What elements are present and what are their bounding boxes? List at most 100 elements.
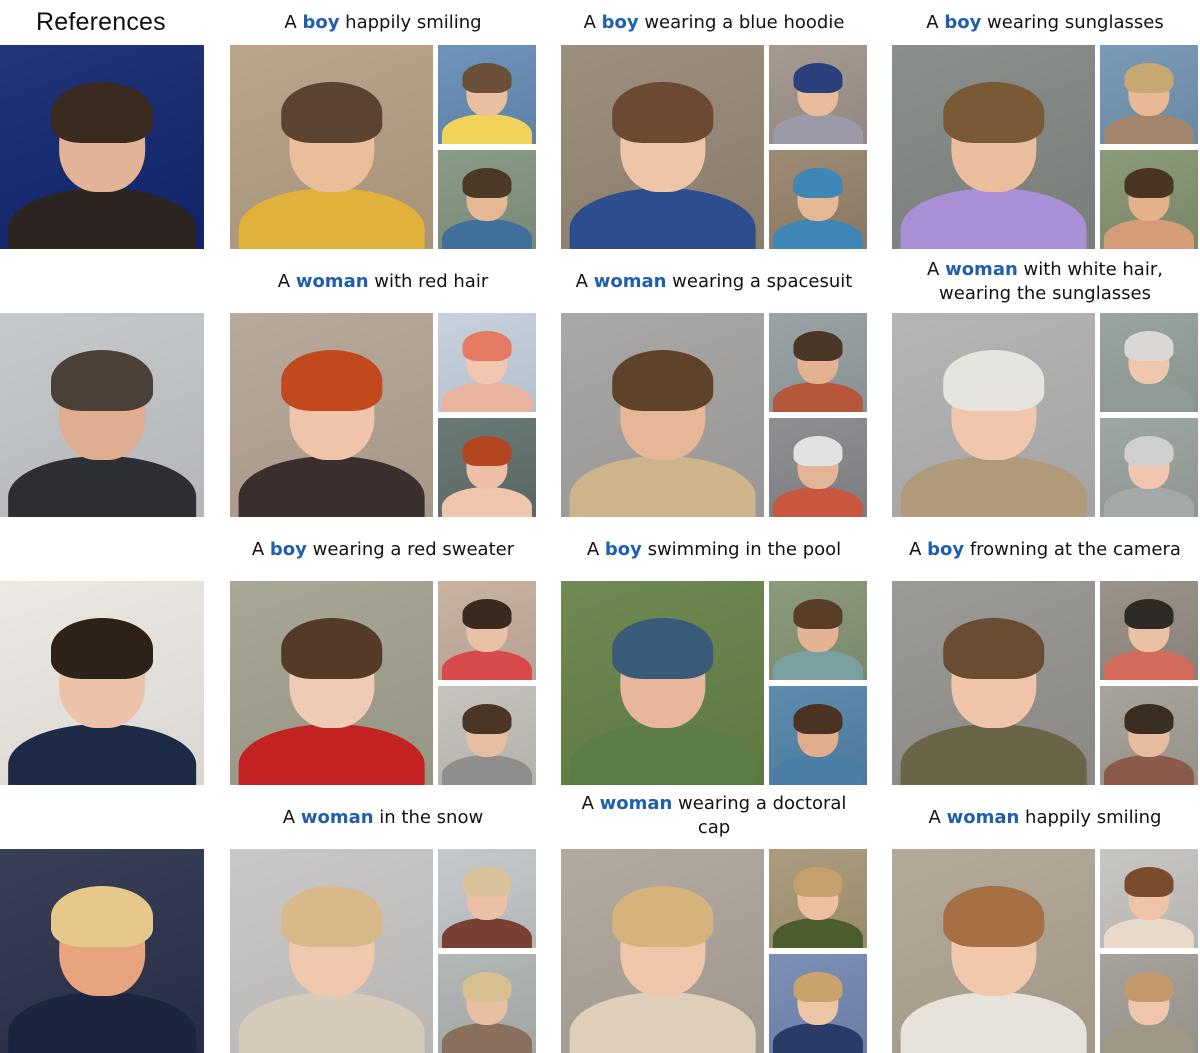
caption-line: A woman with red hair xyxy=(210,270,556,294)
caption-line: A woman in the snow xyxy=(210,806,556,830)
generated-thumb-photo xyxy=(1100,954,1198,1053)
generated-thumb-photo xyxy=(769,313,867,412)
generated-main-photo xyxy=(561,45,764,249)
generated-thumb-photo xyxy=(438,150,536,249)
generated-main-photo xyxy=(892,313,1095,517)
prompt-caption: A boy happily smiling xyxy=(210,11,556,35)
caption-text: frowning at the camera xyxy=(964,539,1181,560)
caption-line: A boy wearing sunglasses xyxy=(872,11,1200,35)
generated-thumb-photo xyxy=(438,313,536,412)
prompt-caption: A woman with red hair xyxy=(210,270,556,294)
caption-line-2: cap xyxy=(697,817,731,838)
generated-main-photo xyxy=(230,849,433,1053)
prompt-caption: A boy swimming in the pool xyxy=(541,538,887,562)
caption-keyword: boy xyxy=(927,539,965,560)
generated-thumb-photo xyxy=(438,45,536,144)
prompt-caption: A boy frowning at the camera xyxy=(872,538,1200,562)
prompt-caption: A boy wearing a red sweater xyxy=(210,538,556,562)
caption-line-2: wearing the sunglasses xyxy=(939,283,1151,304)
caption-keyword: boy xyxy=(302,12,340,33)
generated-thumb-photo xyxy=(438,581,536,680)
generated-thumb-photo xyxy=(1100,686,1198,785)
reference-photo xyxy=(0,313,204,517)
generated-thumb-photo xyxy=(769,150,867,249)
caption-line: A boy swimming in the pool xyxy=(541,538,887,562)
generated-main-photo xyxy=(230,45,433,249)
caption-text: happily smiling xyxy=(339,12,482,33)
caption-text: swimming in the pool xyxy=(641,539,842,560)
generated-thumb-photo xyxy=(1100,581,1198,680)
generated-thumb-photo xyxy=(1100,150,1198,249)
generated-thumb-photo xyxy=(438,418,536,517)
generated-thumb-photo xyxy=(1100,45,1198,144)
generated-thumb-photo xyxy=(1100,849,1198,948)
caption-text: wearing sunglasses xyxy=(981,12,1164,33)
generated-main-photo xyxy=(230,313,433,517)
caption-prefix: A xyxy=(277,271,296,292)
generated-main-photo xyxy=(561,581,764,785)
caption-prefix: A xyxy=(251,539,270,560)
generated-main-photo xyxy=(230,581,433,785)
caption-prefix: A xyxy=(284,12,303,33)
caption-text: wearing a blue hoodie xyxy=(638,12,845,33)
caption-prefix: A xyxy=(282,807,301,828)
generated-thumb-photo xyxy=(769,954,867,1053)
caption-text: in the snow xyxy=(373,807,484,828)
caption-line: A boy frowning at the camera xyxy=(872,538,1200,562)
prompt-caption: A woman with white hair, wearing the sung… xyxy=(872,258,1200,306)
caption-line: A woman with white hair, xyxy=(872,258,1200,282)
caption-keyword: boy xyxy=(944,12,982,33)
reference-photo xyxy=(0,581,204,785)
generated-main-photo xyxy=(892,581,1095,785)
generated-main-photo xyxy=(561,313,764,517)
caption-line: A boy wearing a red sweater xyxy=(210,538,556,562)
caption-line: A woman happily smiling xyxy=(872,806,1200,830)
caption-prefix: A xyxy=(581,793,600,814)
generated-main-photo xyxy=(892,45,1095,249)
prompt-caption: A woman wearing a doctoral cap xyxy=(541,792,887,840)
caption-line: A boy wearing a blue hoodie xyxy=(541,11,887,35)
caption-prefix: A xyxy=(909,539,928,560)
caption-text: wearing a doctoral xyxy=(672,793,847,814)
generated-main-photo xyxy=(561,849,764,1053)
generated-main-photo xyxy=(892,849,1095,1053)
caption-keyword: boy xyxy=(269,539,307,560)
references-label: References xyxy=(36,8,166,36)
caption-keyword: woman xyxy=(945,259,1018,280)
prompt-caption: A woman happily smiling xyxy=(872,806,1200,830)
caption-keyword: woman xyxy=(593,271,667,292)
caption-text: happily smiling xyxy=(1019,807,1162,828)
reference-photo xyxy=(0,45,204,249)
prompt-caption: A woman wearing a spacesuit xyxy=(541,270,887,294)
caption-text: with white hair, xyxy=(1017,259,1163,280)
caption-prefix: A xyxy=(928,807,947,828)
caption-prefix: A xyxy=(926,12,945,33)
caption-keyword: woman xyxy=(599,793,673,814)
generated-thumb-photo xyxy=(1100,313,1198,412)
prompt-caption: A boy wearing a blue hoodie xyxy=(541,11,887,35)
generated-thumb-photo xyxy=(438,849,536,948)
prompt-caption: A woman in the snow xyxy=(210,806,556,830)
generated-thumb-photo xyxy=(769,581,867,680)
generated-thumb-photo xyxy=(769,418,867,517)
caption-text: with red hair xyxy=(368,271,489,292)
generated-thumb-photo xyxy=(769,686,867,785)
caption-prefix: A xyxy=(575,271,594,292)
caption-line: A boy happily smiling xyxy=(210,11,556,35)
caption-keyword: boy xyxy=(604,539,642,560)
reference-photo xyxy=(0,849,204,1053)
caption-text: wearing a red sweater xyxy=(306,539,515,560)
generated-thumb-photo xyxy=(1100,418,1198,517)
generated-thumb-photo xyxy=(769,45,867,144)
caption-prefix: A xyxy=(583,12,602,33)
caption-keyword: boy xyxy=(601,12,639,33)
caption-keyword: woman xyxy=(300,807,374,828)
caption-line: A woman wearing a doctoral xyxy=(541,792,887,816)
caption-text: wearing a spacesuit xyxy=(666,271,853,292)
caption-line: A woman wearing a spacesuit xyxy=(541,270,887,294)
caption-prefix: A xyxy=(927,259,946,280)
generated-thumb-photo xyxy=(438,686,536,785)
caption-prefix: A xyxy=(586,539,605,560)
caption-keyword: woman xyxy=(295,271,369,292)
caption-keyword: woman xyxy=(946,807,1020,828)
